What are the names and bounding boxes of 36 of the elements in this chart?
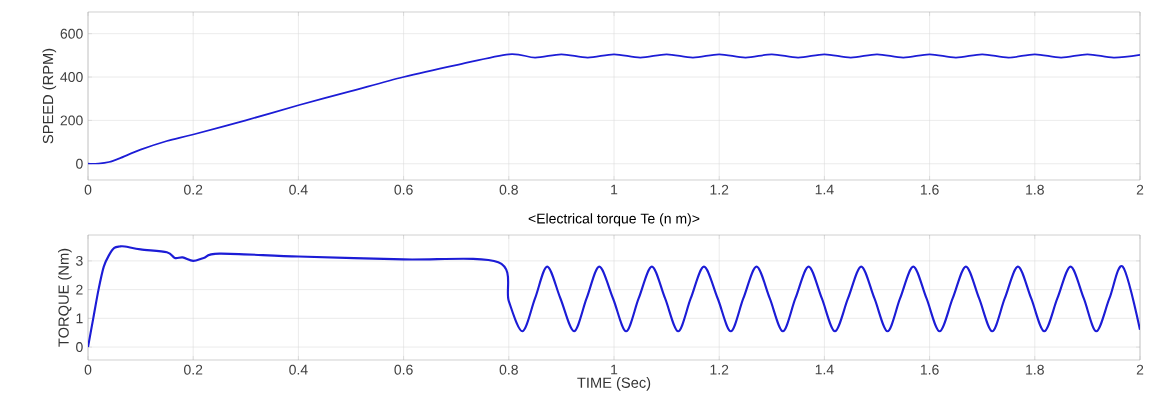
x-tick-label: 1 (611, 184, 618, 195)
x-tick-label: 0.2 (184, 184, 203, 195)
line-series (88, 245, 1141, 349)
y-tick-label: 0 (76, 158, 83, 169)
x-tick-label: 0.4 (289, 364, 308, 375)
x-tick-label: 1.2 (710, 364, 729, 375)
x-tick-label: 1.2 (710, 184, 729, 195)
x-tick-label: 1.4 (815, 184, 834, 195)
x-tick-label: 0.4 (289, 184, 308, 195)
x-tick-label: 0 (84, 184, 92, 195)
y-axis-title: SPEED (RPM) (42, 48, 57, 144)
x-tick-label: 1.8 (1026, 184, 1044, 195)
x-axis-title: TIME (Sec) (577, 377, 651, 391)
x-tick-label: 0.2 (184, 364, 203, 375)
x-tick-label: 2 (1136, 184, 1144, 195)
y-tick-label: 3 (76, 255, 83, 266)
x-tick-label: 1.4 (815, 364, 834, 375)
y-tick-label: 200 (60, 115, 83, 126)
chart-title: <Electrical torque Te (n m)> (528, 213, 700, 227)
x-tick-label: 0.6 (394, 364, 413, 375)
y-tick-label: 1 (76, 313, 83, 324)
x-tick-label: 1.6 (920, 184, 939, 195)
y-tick-label: 400 (60, 72, 83, 82)
y-tick-label: 2 (76, 284, 83, 295)
x-tick-label: 1.8 (1026, 364, 1044, 375)
x-tick-label: 0 (84, 364, 92, 375)
x-tick-label: 0.6 (394, 184, 413, 195)
y-tick-label: 0 (76, 342, 83, 353)
x-tick-label: 0.8 (499, 184, 518, 195)
x-tick-label: 1.6 (920, 364, 939, 375)
y-tick-label: 600 (60, 28, 83, 39)
x-tick-label: 1 (611, 364, 618, 375)
y-axis-title: TORQUE (Nm) (58, 248, 72, 347)
line-series (88, 53, 1141, 165)
x-tick-label: 0.8 (499, 364, 518, 375)
x-tick-label: 2 (1136, 364, 1144, 375)
